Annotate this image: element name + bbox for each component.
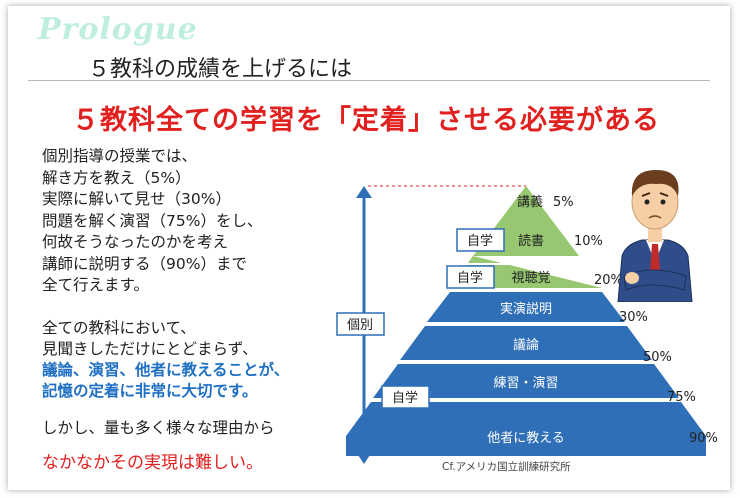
self-study-tag xyxy=(446,265,495,289)
paragraph-4: なかなかその実現は難しい。 xyxy=(42,453,263,473)
intro-line: 実際に解いて見せ（30%） xyxy=(42,190,231,208)
slide-subtitle: ５教科の成績を上げるには xyxy=(88,57,353,82)
level-percent: 5% xyxy=(553,195,574,210)
level-discussion xyxy=(400,326,652,360)
level-label: 練習・演習 xyxy=(493,375,558,391)
thinking-man-icon xyxy=(617,170,693,302)
level-practice xyxy=(373,364,679,398)
paragraph-2-line: 見聞きしただけにとどまらず、 xyxy=(42,340,258,358)
intro-line: 講師に説明する（90%）まで xyxy=(42,254,247,273)
intro-line: 個別指導の授業では、 xyxy=(42,147,198,165)
level-percent: 50% xyxy=(643,350,672,365)
level-label: 読書 xyxy=(518,233,544,249)
level-label: 講義 xyxy=(517,194,543,210)
intro-line: 全て行えます。 xyxy=(42,276,149,294)
level-percent: 90% xyxy=(689,431,718,446)
intro-line: 問題を解く演習（75%）をし、 xyxy=(42,211,263,230)
intro-text: 個別指導の授業では、 解き方を教え（5%） 実際に解いて見せ（30%） 問題を解… xyxy=(42,146,262,297)
level-percent: 10% xyxy=(574,234,603,249)
divider xyxy=(28,80,710,81)
self-study-tag-text: 自学 xyxy=(392,390,418,406)
individual-tag xyxy=(336,312,385,336)
individual-tag-text: 個別 xyxy=(347,318,373,333)
paragraph-2: 全ての教科において、 見聞きしただけにとどまらず、 議論、演習、他者に教えること… xyxy=(42,318,289,402)
paragraph-2-line: 全ての教科において、 xyxy=(42,319,196,337)
self-study-tag-text: 自学 xyxy=(457,270,483,286)
arrow-up-icon xyxy=(356,186,372,198)
level-teach xyxy=(346,402,706,456)
level-label: 視聴覚 xyxy=(511,271,550,286)
self-study-tag xyxy=(456,228,505,252)
level-percent: 75% xyxy=(667,390,696,405)
source-note: Cf.アメリカ国立訓練研究所 xyxy=(442,460,571,473)
level-demo xyxy=(427,292,625,322)
prologue-logo: Prologue xyxy=(38,12,198,47)
paragraph-3: しかし、量も多く様々な理由から xyxy=(42,419,275,437)
highlight-line: 議論、演習、他者に教えることが、 xyxy=(42,361,290,379)
intro-line: 何故そうなったのかを考え xyxy=(42,233,229,251)
level-percent: 20% xyxy=(594,273,623,288)
headline: ５教科全ての学習を「定着」させる必要がある xyxy=(72,105,660,136)
self-study-tag-text: 自学 xyxy=(467,233,493,249)
level-label: 議論 xyxy=(513,337,539,353)
level-percent: 30% xyxy=(619,310,648,325)
self-study-tag xyxy=(381,385,430,409)
intro-line: 解き方を教え（5%） xyxy=(42,168,191,187)
level-label: 実演説明 xyxy=(500,301,552,317)
level-label: 他者に教える xyxy=(487,430,565,446)
highlight-line: 記憶の定着に非常に大切です。 xyxy=(42,382,258,400)
